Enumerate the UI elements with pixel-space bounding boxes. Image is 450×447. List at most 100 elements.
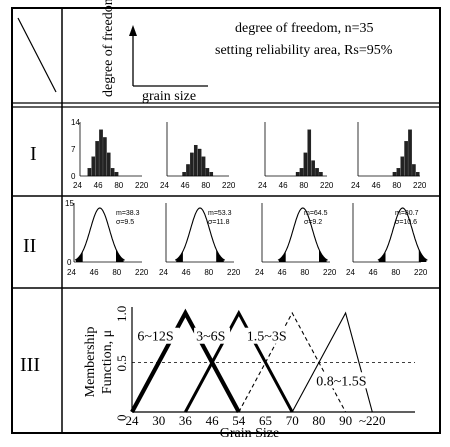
distribution-panel: m=38.3 σ=9.5 15 024 46 80 220	[65, 199, 149, 277]
membership-curve	[130, 308, 241, 413]
histogram-bar	[307, 129, 312, 177]
histogram-bar	[201, 156, 206, 177]
x-tick-label: 80	[204, 268, 213, 277]
histogram-bar	[87, 168, 92, 177]
dof-text: degree of freedom, n=35	[235, 21, 374, 36]
distribution-curve	[174, 207, 226, 261]
histogram-bar	[103, 137, 107, 177]
y-tick-label: 1.0	[114, 306, 129, 322]
y-tick-label: 14	[71, 118, 80, 127]
histogram-bar	[412, 164, 416, 177]
tail-area	[319, 249, 327, 262]
row-label-iii: III	[20, 354, 40, 376]
tail-area	[76, 251, 83, 262]
histogram-bar	[209, 171, 214, 177]
y-tick-label: 15	[65, 199, 74, 208]
x-tick-label: 220	[320, 181, 334, 190]
histogram-panel: 24 46 80 220	[258, 122, 334, 190]
membership-chart: 1.0 0.5 0 Membership Function, μ 24 30 36 46 54 65…	[83, 306, 415, 441]
membership-curve	[184, 309, 294, 413]
x-tick-label: 46	[279, 181, 288, 190]
mean-label: m=80.7	[395, 210, 419, 217]
x-tick-label: 24	[126, 413, 140, 428]
histogram-bar	[186, 164, 190, 177]
tail-area	[116, 249, 124, 262]
y-tick-label: 0	[71, 172, 76, 181]
x-tick-label: 54	[232, 413, 246, 428]
x-tick-label: 220	[413, 181, 427, 190]
x-tick-label: 80	[112, 268, 121, 277]
distribution-curve	[377, 207, 428, 261]
x-tick-label: 46	[278, 268, 287, 277]
class-label: 6~12S	[137, 330, 173, 345]
x-axis-label: Grain Size	[220, 426, 279, 441]
x-tick-label: 24	[159, 268, 168, 277]
x-tick-label: 46	[369, 268, 378, 277]
x-tick-label: 24	[73, 181, 82, 190]
x-tick-label: 220	[135, 181, 149, 190]
x-tick-label: 24	[351, 181, 360, 190]
membership-curve	[238, 311, 347, 413]
histogram-bar	[95, 141, 99, 177]
x-tick-label: 220	[222, 181, 236, 190]
distribution-curve	[74, 207, 125, 261]
label-backdrop	[244, 327, 297, 344]
distribution-panel: m=64.5 σ=9.2 24 46 80 220	[255, 203, 337, 277]
sigma-label: σ=11.8	[208, 219, 230, 226]
header-diagonal	[17, 17, 57, 93]
x-tick-label: 80	[201, 181, 210, 190]
x-tick-label: 30	[152, 413, 165, 428]
y-tick-label: 7	[71, 145, 76, 154]
histogram-bar	[197, 148, 202, 177]
histogram-bar	[99, 129, 103, 177]
histogram-bar	[415, 171, 420, 177]
histogram-bar	[205, 168, 210, 177]
x-tick-label: 220	[227, 268, 241, 277]
histogram-panel: 24 46 80 220	[351, 122, 427, 190]
tail-area	[176, 251, 183, 262]
tail-area	[378, 251, 386, 262]
tail-area	[279, 251, 286, 262]
histogram-bar	[114, 171, 119, 177]
x-tick-label: 46	[182, 268, 191, 277]
histogram-bar	[408, 129, 412, 177]
x-tick-label: 80	[300, 268, 309, 277]
x-tick-label: 36	[179, 413, 193, 428]
reliability-text: setting reliability area, Rs=95%	[215, 43, 393, 58]
histogram-bar	[295, 171, 300, 177]
histogram-bar	[190, 152, 194, 177]
histogram-bar	[319, 171, 323, 177]
class-label: 1.5~3S	[247, 330, 287, 345]
x-tick-label: 24	[67, 268, 76, 277]
axis-legend: degree of freedom, n grain size	[101, 0, 208, 104]
histogram-bar	[404, 141, 408, 177]
x-tick-label: 24	[258, 181, 267, 190]
histogram-panel: 14 7 024 46 80 220	[71, 118, 149, 190]
histogram-bar	[392, 171, 397, 177]
y-axis-label-line2: Function, μ	[100, 330, 115, 394]
x-tick-label: 46	[181, 181, 190, 190]
table-frame	[11, 7, 441, 434]
histogram-bar	[311, 160, 315, 177]
label-backdrop	[135, 327, 180, 344]
distribution-panel: m=53.3 σ=11.8 24 46 80 220	[159, 203, 241, 277]
sigma-label: σ=9.5	[116, 219, 134, 226]
row-label-i: I	[30, 143, 37, 165]
y-tick-label: 0	[67, 258, 72, 267]
x-tick-label: 24	[160, 181, 169, 190]
histogram-bar	[396, 168, 401, 177]
histogram-bar	[299, 168, 304, 177]
class-label: 0.8~1.5S	[316, 374, 366, 389]
y-tick-label: 0.5	[114, 355, 129, 371]
distribution-panel: m=80.7 σ=10.6 24 46 80 220	[346, 203, 428, 277]
x-tick-label: 46	[94, 181, 103, 190]
histogram-bar	[400, 156, 405, 177]
legend-y-label: degree of freedom, n	[101, 0, 116, 97]
histogram-bar	[182, 171, 186, 177]
x-tick-label: 24	[255, 268, 264, 277]
x-tick-label: 46	[206, 413, 220, 428]
y-tick-label: 0	[114, 415, 129, 422]
x-tick-label: 46	[372, 181, 381, 190]
histogram-panel: 24 46 80 220	[160, 122, 236, 190]
